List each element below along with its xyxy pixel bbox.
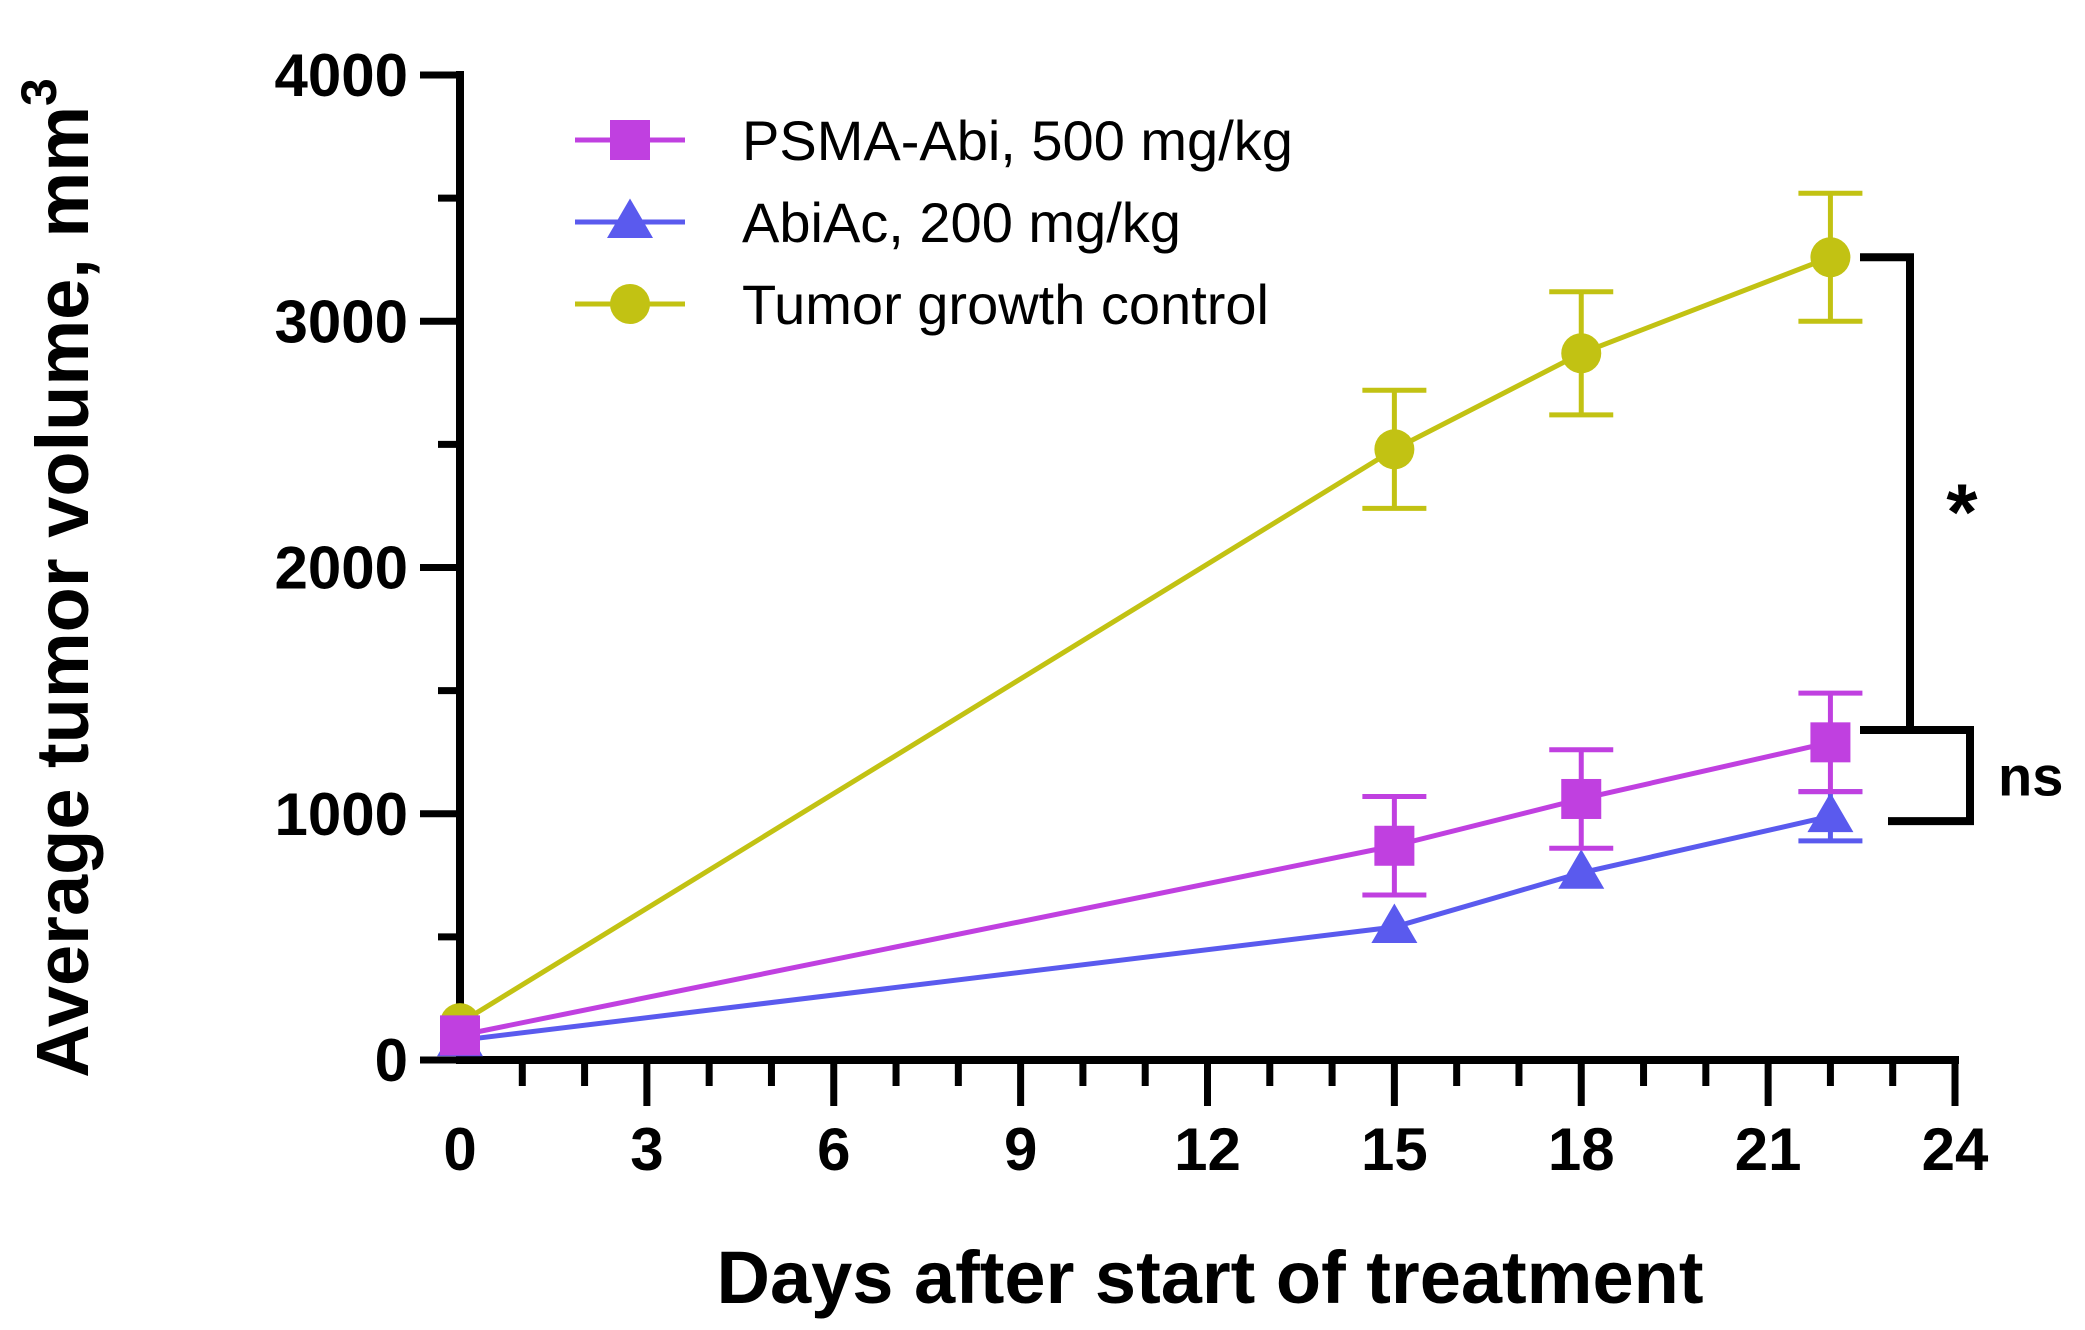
y-tick-label: 4000 [275,42,408,109]
legend-item: PSMA-Abi, 500 mg/kg [575,109,1293,172]
x-tick-label: 6 [817,1116,850,1183]
axes: 0 1000 2000 3000 4000 0 3 6 9 12 15 18 21 24 [275,42,1989,1183]
y-tick-label: 3000 [275,288,408,355]
triangle-marker [1807,792,1854,833]
y-tick-label: 1000 [275,781,408,848]
series-triangle [437,789,1863,1057]
series-line [458,254,1832,1026]
triangle-marker [607,198,653,238]
square-marker [1810,722,1851,763]
significance-bracket [1860,253,1914,735]
triangle-marker [1371,903,1418,943]
circle-marker [610,284,650,324]
x-tick-label: 12 [1174,1116,1241,1183]
series-line [459,739,1831,1038]
square-marker [1561,778,1602,819]
square-marker [1374,825,1415,866]
y-axis-title: Average tumor volume, mm3 [11,78,104,1078]
x-tick-label: 24 [1922,1116,1989,1183]
circle-marker [1810,237,1851,278]
x-tick-label: 0 [443,1116,476,1183]
legend-label: Tumor growth control [742,273,1269,336]
square-marker [610,120,650,160]
legend-label: PSMA-Abi, 500 mg/kg [742,109,1293,172]
annotations: * ns [1860,253,2063,826]
y-tick-label: 0 [375,1027,408,1094]
series-circle [440,190,1863,1044]
legend-item: Tumor growth control [575,273,1269,336]
x-tick-label: 21 [1735,1116,1802,1183]
legend: PSMA-Abi, 500 mg/kg AbiAc, 200 mg/kg Tumor… [575,109,1293,336]
circle-marker [1561,333,1602,374]
x-tick-label: 18 [1548,1116,1615,1183]
legend-item: AbiAc, 200 mg/kg [575,191,1181,254]
ns-bracket [1888,726,1974,826]
circle-marker [1374,429,1415,470]
ns-label: ns [1998,745,2063,808]
series-layer [437,190,1863,1057]
x-axis-title: Days after start of treatment [717,1236,1704,1319]
x-tick-label: 15 [1361,1116,1428,1183]
significance-label: * [1946,468,1978,557]
series-square [440,690,1863,1056]
x-tick-label: 9 [1004,1116,1037,1183]
legend-label: AbiAc, 200 mg/kg [742,191,1181,254]
square-marker [440,1015,480,1056]
triangle-marker [1558,849,1605,889]
x-tick-label: 3 [630,1116,663,1183]
y-tick-label: 2000 [275,535,408,602]
series-line [459,813,1831,1043]
